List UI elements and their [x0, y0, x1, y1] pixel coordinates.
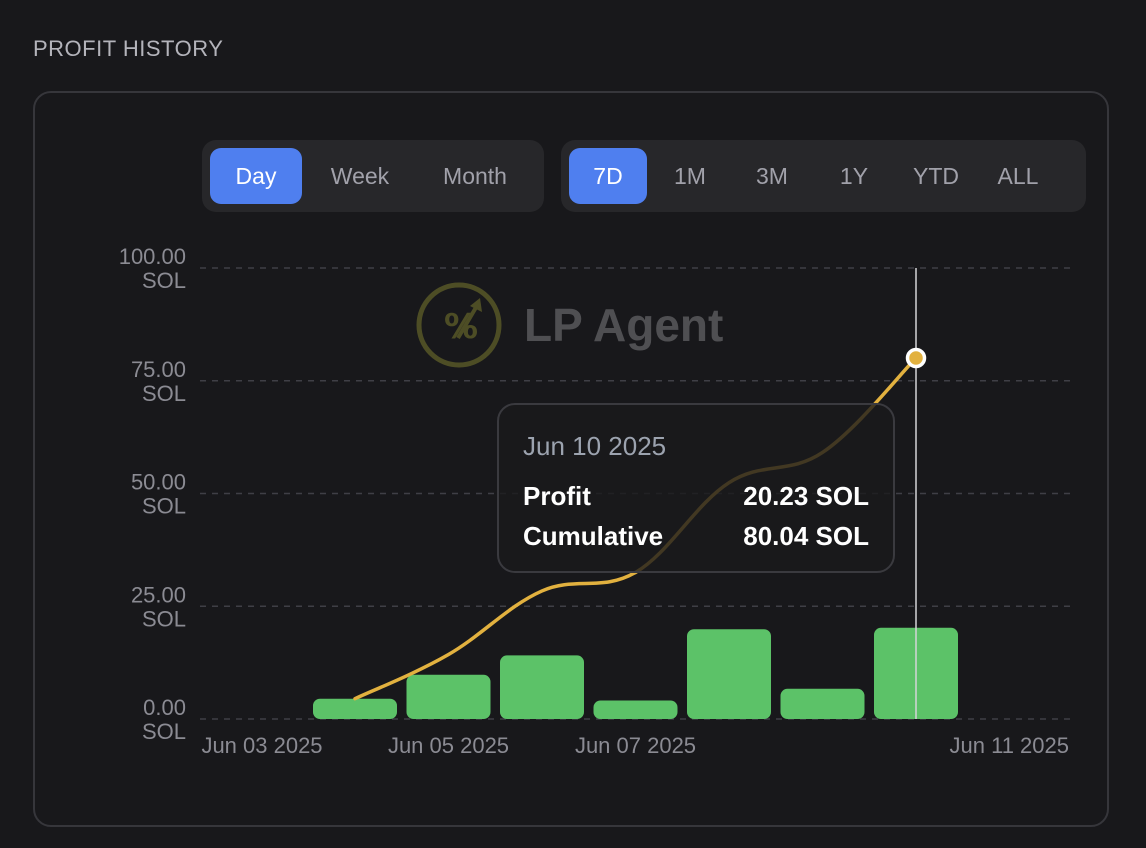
- x-tick-label: Jun 05 2025: [388, 733, 509, 758]
- range-ytd-button[interactable]: YTD: [913, 162, 959, 189]
- tooltip-cumulative-value: 80.04 SOL: [743, 521, 869, 551]
- y-tick-label: 100.00: [119, 244, 186, 269]
- tooltip-cumulative-row: Cumulative 80.04 SOL: [523, 516, 869, 556]
- y-tick-label: 25.00: [131, 582, 186, 607]
- section-title: PROFIT HISTORY: [33, 36, 224, 61]
- y-tick-label: SOL: [142, 494, 186, 519]
- tooltip-profit-row: Profit 20.23 SOL: [523, 476, 869, 516]
- profit-bar: [593, 700, 678, 719]
- tooltip-profit-label: Profit: [523, 481, 591, 511]
- y-tick-label: SOL: [142, 606, 186, 631]
- granularity-toggle: Day Week Month: [202, 140, 544, 212]
- profit-bar: [780, 688, 865, 719]
- percent-up-arrow-logo-icon: %: [416, 282, 502, 368]
- y-tick-label: SOL: [142, 719, 186, 744]
- y-tick-label: 50.00: [131, 470, 186, 495]
- profit-bar: [687, 629, 771, 719]
- range-toggle: 7D 1M 3M 1Y YTD ALL: [561, 140, 1086, 212]
- watermark: % LP Agent: [412, 278, 723, 372]
- granularity-month-button[interactable]: Month: [443, 162, 507, 189]
- profit-bar: [313, 698, 397, 719]
- y-tick-label: SOL: [142, 268, 186, 293]
- watermark-text: LP Agent: [524, 299, 724, 351]
- granularity-week-button[interactable]: Week: [330, 162, 390, 189]
- granularity-day-button[interactable]: Day: [210, 148, 302, 204]
- range-1y-button[interactable]: 1Y: [839, 162, 869, 189]
- tooltip-cumulative-label: Cumulative: [523, 521, 664, 551]
- y-tick-label: 0.00: [143, 695, 186, 720]
- y-tick-label: 75.00: [131, 357, 186, 382]
- tooltip-date: Jun 10 2025: [523, 431, 667, 461]
- y-tick-label: SOL: [142, 381, 186, 406]
- range-1m-button[interactable]: 1M: [674, 162, 706, 189]
- x-tick-label: Jun 07 2025: [575, 733, 696, 758]
- range-3m-button[interactable]: 3M: [756, 162, 788, 189]
- x-tick-label: Jun 03 2025: [201, 733, 322, 758]
- profit-bar: [406, 674, 491, 719]
- range-all-button[interactable]: ALL: [997, 162, 1039, 189]
- tooltip-profit-value: 20.23 SOL: [743, 481, 869, 511]
- hover-point: [905, 347, 927, 369]
- x-tick-label: Jun 11 2025: [950, 733, 1069, 758]
- chart-tooltip: Jun 10 2025 Profit 20.23 SOL Cumulative …: [497, 403, 895, 573]
- range-7d-button[interactable]: 7D: [569, 148, 647, 204]
- profit-bar: [500, 655, 584, 719]
